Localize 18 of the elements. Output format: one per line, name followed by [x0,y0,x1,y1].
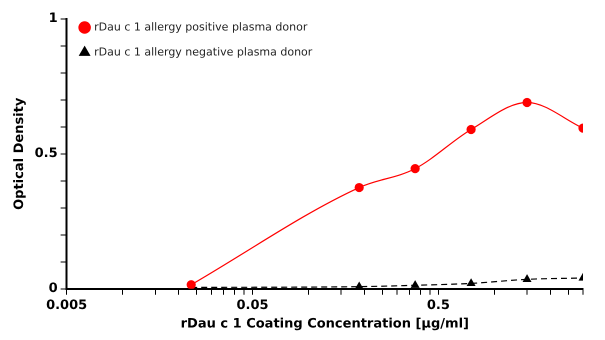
y-tick-label: 0.5 [34,146,58,162]
point [410,164,420,174]
y-axis-title: Optical Density [12,97,28,210]
y-tick-label: 1 [48,11,58,26]
point [467,278,476,286]
point [411,280,420,288]
x-axis-title: rDau c 1 Coating Concentration [µg/ml] [180,316,469,332]
legend-label: rDau c 1 allergy positive plasma donor [94,20,308,34]
point [522,98,532,108]
legend-label: rDau c 1 allergy negative plasma donor [94,45,313,58]
point [466,124,476,134]
point [354,182,364,192]
point [522,274,532,282]
x-tick-label: 0.05 [236,298,269,313]
point [355,282,364,289]
x-tick-label: 0.5 [426,298,450,313]
x-tick-label: 0.005 [46,298,88,313]
y-tick-label: 0 [48,281,58,296]
